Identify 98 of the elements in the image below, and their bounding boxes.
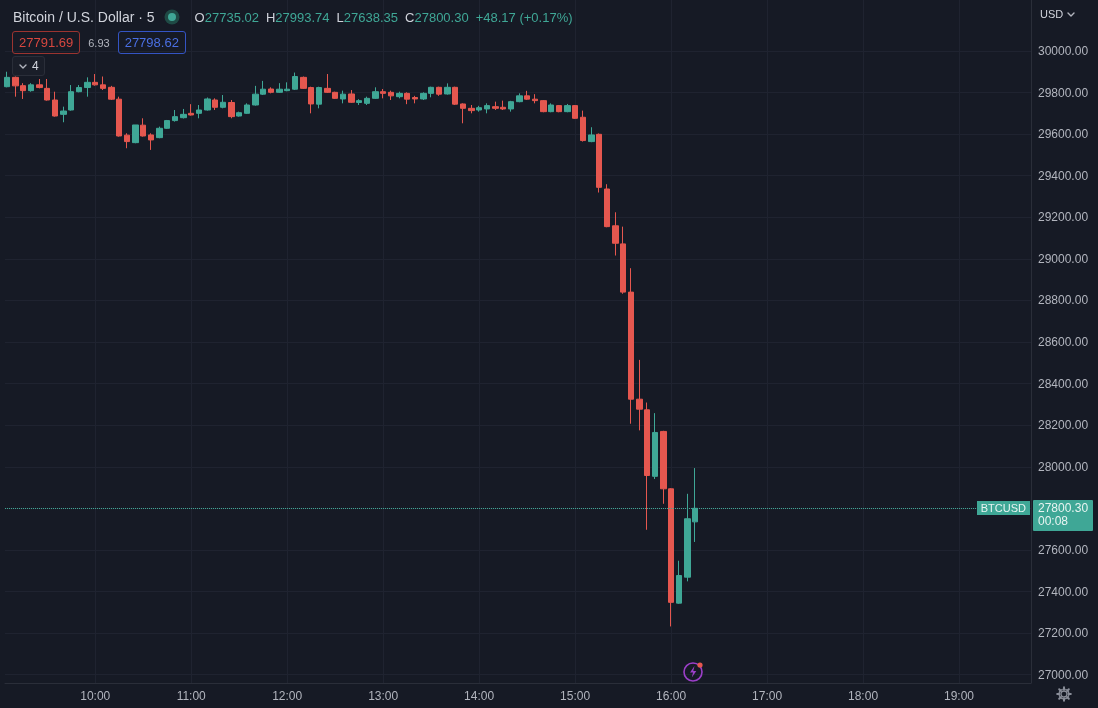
candlestick xyxy=(572,104,578,120)
candlestick xyxy=(476,105,482,113)
candlestick xyxy=(356,98,362,106)
x-tick-label: 13:00 xyxy=(368,689,399,703)
y-tick-label: 29400.00 xyxy=(1038,168,1089,183)
y-tick-label: 28600.00 xyxy=(1038,335,1089,350)
candlestick xyxy=(196,104,202,119)
y-tick-label: 28400.00 xyxy=(1038,376,1089,391)
y-tick-label: 29000.00 xyxy=(1038,251,1089,266)
y-tick-label: 28200.00 xyxy=(1038,418,1089,433)
y-tick-label: 28000.00 xyxy=(1038,459,1089,474)
candlestick xyxy=(588,126,595,143)
candlestick xyxy=(508,100,514,113)
annotation: 6.93 xyxy=(88,36,110,49)
candlestick xyxy=(564,103,571,113)
candlestick xyxy=(380,88,386,99)
candlestick xyxy=(524,90,530,101)
annotation: H27993.74 xyxy=(265,9,330,25)
candlestick xyxy=(36,78,43,89)
candlestick xyxy=(556,104,562,113)
annotation: L27638.35 xyxy=(336,9,399,25)
x-tick-label: 11:00 xyxy=(176,689,207,703)
candlestick xyxy=(268,86,274,94)
candlestick xyxy=(460,102,466,124)
x-tick-label: 10:00 xyxy=(80,689,111,703)
candlestick xyxy=(76,84,82,93)
candlestick xyxy=(372,86,379,100)
candlestick xyxy=(100,76,106,91)
y-tick-label: 27400.00 xyxy=(1038,584,1089,599)
candlestick xyxy=(404,91,410,105)
ref-line-label: 27800.30 xyxy=(1038,501,1089,516)
candlestick xyxy=(4,71,10,88)
candlestick xyxy=(412,95,418,104)
annotation: +48.17 (+0.17%) xyxy=(475,9,573,25)
candlestick xyxy=(172,109,178,123)
candlestick xyxy=(628,267,634,425)
candlestick xyxy=(292,72,298,91)
candlestick xyxy=(148,132,154,151)
candlestick xyxy=(52,91,58,118)
candlestick xyxy=(676,560,682,605)
candlestick xyxy=(132,124,139,144)
candlestick xyxy=(220,94,226,109)
candlestick xyxy=(484,102,490,114)
candlestick xyxy=(204,97,211,112)
y-tick-label: 28800.00 xyxy=(1038,293,1089,308)
y-tick-label: 29600.00 xyxy=(1038,127,1089,142)
text: Bitcoin / U.S. Dollar · 5 xyxy=(13,9,155,25)
y-tick-label: 29800.00 xyxy=(1038,85,1089,100)
candlestick xyxy=(596,132,602,194)
x-tick-label: 15:00 xyxy=(560,689,591,703)
candlestick xyxy=(652,412,658,480)
annotation: O27735.02 xyxy=(194,9,259,25)
y-tick-label: 27600.00 xyxy=(1038,542,1089,557)
candlestick xyxy=(340,90,346,104)
candlestick xyxy=(540,99,547,113)
candlestick xyxy=(180,108,187,120)
candlestick xyxy=(548,102,554,113)
candlestick xyxy=(468,104,475,114)
x-tick-label: 16:00 xyxy=(656,689,687,703)
candlestick xyxy=(228,99,235,119)
candlestick xyxy=(364,96,370,106)
candlestick xyxy=(124,132,130,149)
annotation: 27798.62 xyxy=(117,31,186,54)
candlestick xyxy=(236,111,242,118)
x-tick-label: 17:00 xyxy=(752,689,783,703)
candlestick xyxy=(84,76,91,98)
x-tick-label: 18:00 xyxy=(848,689,879,703)
annotation: BTCUSD xyxy=(976,501,1030,516)
text: 00:08 xyxy=(1038,514,1070,529)
candlestick xyxy=(452,86,458,106)
candlestick xyxy=(140,117,146,138)
text: USD xyxy=(1040,8,1064,20)
annotation: 27791.69 xyxy=(12,31,81,54)
candlestick xyxy=(444,82,451,96)
candlestick xyxy=(28,82,34,93)
x-tick-label: 14:00 xyxy=(464,689,495,703)
y-tick-label: 30000.00 xyxy=(1038,43,1089,58)
candlestick xyxy=(396,91,403,99)
candlestick xyxy=(388,90,394,101)
y-tick-label: 29200.00 xyxy=(1038,210,1089,225)
annotation: C27800.30 xyxy=(405,9,469,25)
candlestick xyxy=(436,86,442,97)
y-tick-label: 27000.00 xyxy=(1038,667,1089,682)
candlestick xyxy=(348,89,355,104)
y-tick-label: 27200.00 xyxy=(1038,626,1089,641)
candlestick xyxy=(316,86,322,109)
x-tick-label: 12:00 xyxy=(272,689,303,703)
candlestick xyxy=(44,78,50,102)
candlestick xyxy=(516,92,523,103)
candlestick xyxy=(92,73,98,87)
candlestick xyxy=(212,97,218,111)
candlestick xyxy=(532,93,538,104)
candlestick xyxy=(580,110,586,143)
candlestick xyxy=(188,103,194,117)
x-tick-label: 19:00 xyxy=(944,689,975,703)
annotation: 4 xyxy=(32,59,39,73)
candlestick xyxy=(244,102,250,115)
candlestick xyxy=(604,183,610,228)
